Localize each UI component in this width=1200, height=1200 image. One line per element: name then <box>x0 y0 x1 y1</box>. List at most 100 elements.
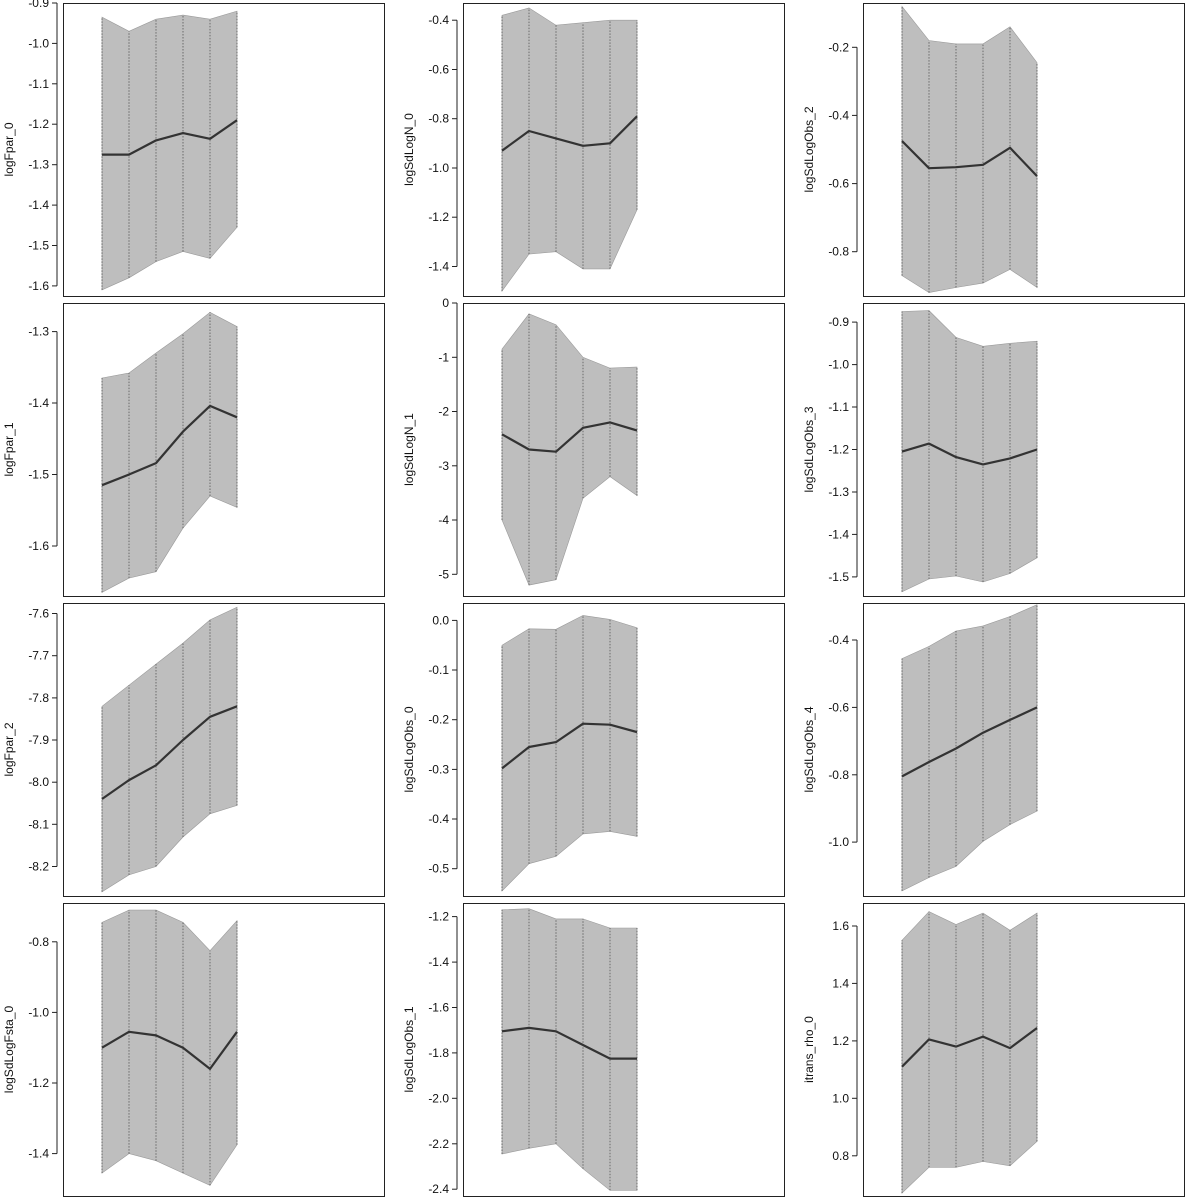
plot-frame <box>63 303 385 597</box>
y-axis-label: logSdLogObs_0 <box>402 706 416 792</box>
panel-logSdLogObs-3: -1.5 -1.4 -1.3 -1.2 -1.1 -1.0 -0.9 logSdLogObs_… <box>802 303 1185 597</box>
plot-frame <box>863 903 1185 1197</box>
panel-logSdLogN-1: -5 -4 -3 -2 -1 0 logSdLogN_1 <box>402 296 785 597</box>
estimate-line <box>101 1030 238 1071</box>
confidence-band <box>101 909 238 1186</box>
y-tick-label: -1 <box>438 350 449 364</box>
confidence-band <box>901 911 1038 1194</box>
y-tick-label: -1.3 <box>28 325 49 339</box>
y-tick-label: -1.2 <box>828 443 849 457</box>
panel-logSdLogFsta-0: -1.4 -1.2 -1.0 -0.8 logSdLogFsta_0 <box>2 903 385 1197</box>
y-axis-label: logSdLogObs_1 <box>402 1006 416 1092</box>
y-tick-label: 0.8 <box>832 1149 849 1163</box>
estimate-line <box>101 404 238 487</box>
panel-itrans-rho-0: 0.8 1.0 1.2 1.4 1.6 itrans_rho_0 <box>802 903 1185 1197</box>
plot-frame <box>463 303 785 597</box>
y-tick-label: -1.3 <box>28 158 49 172</box>
y-tick-label: -5 <box>438 567 449 581</box>
y-tick-label: -0.2 <box>428 713 449 727</box>
confidence-band <box>501 7 638 293</box>
y-tick-label: -8.2 <box>28 860 49 874</box>
estimate-line <box>501 421 638 453</box>
y-tick-label: 0 <box>442 296 449 310</box>
confidence-band <box>901 310 1038 593</box>
y-tick-label: -1.2 <box>28 1076 49 1090</box>
y-tick-label: -0.1 <box>428 663 449 677</box>
y-axis-label: logSdLogN_1 <box>402 413 416 486</box>
confidence-band <box>101 10 238 291</box>
y-tick-label: -1.4 <box>428 955 449 969</box>
y-tick-label: -7.9 <box>28 733 49 747</box>
plot-frame <box>863 603 1185 897</box>
plot-frame <box>863 303 1185 597</box>
panel-logSdLogObs-0: -0.5 -0.4 -0.3 -0.2 -0.1 0.0 logSdLogObs_0 <box>402 603 785 897</box>
y-tick-label: -8.1 <box>28 817 49 831</box>
y-tick-label: -0.4 <box>428 812 449 826</box>
panel-logSdLogObs-1: -2.4 -2.2 -2.0 -1.8 -1.6 -1.4 -1.2 logSdLogObs_… <box>402 903 785 1197</box>
y-tick-label: -0.4 <box>828 633 849 647</box>
y-tick-label: -8.0 <box>28 775 49 789</box>
panel-logSdLogObs-2: -0.8 -0.6 -0.4 -0.2 logSdLogObs_2 <box>802 3 1185 297</box>
plot-frame <box>63 603 385 897</box>
y-tick-label: -0.4 <box>428 13 449 27</box>
y-axis-label: itrans_rho_0 <box>802 1016 816 1083</box>
y-tick-label: -0.9 <box>28 0 49 10</box>
estimate-line <box>101 705 238 800</box>
estimate-line <box>901 1027 1038 1068</box>
y-tick-label: -0.4 <box>828 108 849 122</box>
y-tick-label: -0.2 <box>828 40 849 54</box>
y-tick-label: -1.2 <box>428 910 449 924</box>
y-tick-label: 1.0 <box>832 1091 849 1105</box>
y-tick-label: -0.9 <box>828 315 849 329</box>
confidence-band <box>101 311 238 593</box>
y-tick-label: 1.4 <box>832 976 849 990</box>
panel-logSdLogN-0: -1.4 -1.2 -1.0 -0.8 -0.6 -0.4 logSdLogN_0 <box>402 3 785 297</box>
y-tick-label: -0.3 <box>428 762 449 776</box>
y-tick-label: -1.4 <box>828 527 849 541</box>
y-tick-label: -1.0 <box>428 161 449 175</box>
y-axis-label: logFpar_1 <box>2 422 16 476</box>
y-axis-label: logSdLogFsta_0 <box>2 1005 16 1093</box>
panel-logSdLogObs-4: -1.0 -0.8 -0.6 -0.4 logSdLogObs_4 <box>802 603 1185 897</box>
confidence-band <box>501 908 638 1191</box>
y-axis-label: logSdLogObs_3 <box>802 406 816 492</box>
y-tick-label: -2.0 <box>428 1091 449 1105</box>
estimate-line <box>901 140 1038 177</box>
y-tick-label: -1.4 <box>28 198 49 212</box>
plot-frame <box>63 903 385 1197</box>
y-tick-label: -1.2 <box>428 210 449 224</box>
y-tick-label: -1.5 <box>28 239 49 253</box>
estimate-line <box>501 722 638 770</box>
y-tick-label: -2.2 <box>428 1137 449 1151</box>
y-tick-label: -0.8 <box>28 935 49 949</box>
y-axis-label: logSdLogN_0 <box>402 113 416 186</box>
y-tick-label: -1.6 <box>28 279 49 293</box>
y-tick-label: -1.0 <box>28 1005 49 1019</box>
plot-frame <box>463 903 785 1197</box>
y-tick-label: -1.1 <box>828 400 849 414</box>
y-tick-label: -1.4 <box>428 260 449 274</box>
confidence-band <box>101 606 238 893</box>
y-tick-label: -0.5 <box>428 862 449 876</box>
y-tick-label: -0.6 <box>428 63 449 77</box>
y-tick-label: -1.1 <box>28 77 49 91</box>
estimate-line <box>501 115 638 152</box>
confidence-band <box>501 313 638 586</box>
plot-frame <box>463 3 785 297</box>
y-tick-label: -0.8 <box>428 112 449 126</box>
y-tick-label: -7.8 <box>28 691 49 705</box>
y-tick-label: -2 <box>438 405 449 419</box>
y-tick-label: -2.4 <box>428 1182 449 1196</box>
y-tick-label: -1.6 <box>28 539 49 553</box>
y-tick-label: -1.0 <box>828 835 849 849</box>
y-tick-label: -1.3 <box>828 485 849 499</box>
plot-frame <box>63 3 385 297</box>
y-tick-label: -3 <box>438 459 449 473</box>
y-tick-label: -1.5 <box>828 570 849 584</box>
y-tick-label: -1.2 <box>28 117 49 131</box>
y-tick-label: -0.8 <box>828 768 849 782</box>
y-tick-label: 1.6 <box>832 919 849 933</box>
y-tick-label: -7.7 <box>28 649 49 663</box>
y-tick-label: -4 <box>438 513 449 527</box>
y-tick-label: -1.5 <box>28 468 49 482</box>
